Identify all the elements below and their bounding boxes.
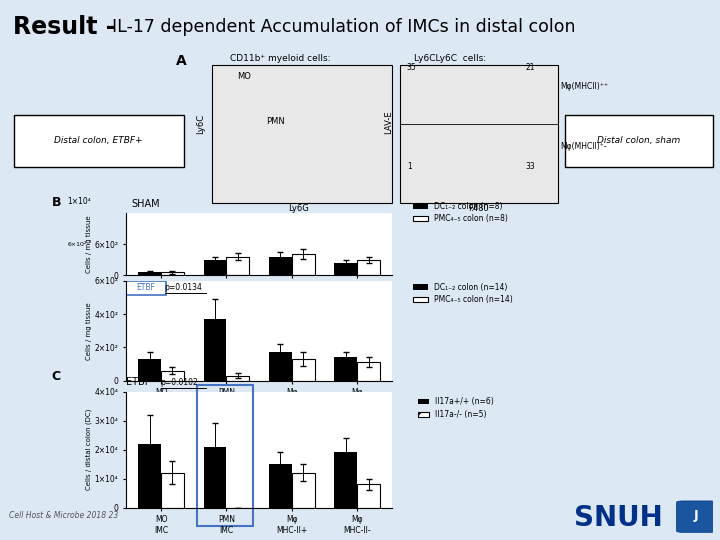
Bar <box>138 272 161 275</box>
Bar <box>227 376 249 381</box>
Y-axis label: Cells / mg tissue: Cells / mg tissue <box>86 215 91 273</box>
Bar <box>357 484 380 508</box>
Text: PMN: PMN <box>266 117 285 126</box>
Bar <box>292 254 315 275</box>
Text: B: B <box>51 196 61 209</box>
Bar <box>357 260 380 275</box>
Bar <box>138 359 161 381</box>
Y-axis label: Cells / mg tissue: Cells / mg tissue <box>86 302 91 360</box>
Text: 1×10⁴: 1×10⁴ <box>68 197 91 206</box>
Text: 1: 1 <box>407 162 412 171</box>
Text: J: J <box>694 509 698 522</box>
Text: p=0.0134: p=0.0134 <box>165 283 202 292</box>
FancyBboxPatch shape <box>677 501 716 532</box>
Text: Distal colon, sham: Distal colon, sham <box>597 136 680 145</box>
Text: Cell Host & Microbe 2018 23: Cell Host & Microbe 2018 23 <box>9 511 118 521</box>
FancyBboxPatch shape <box>14 114 184 167</box>
Legend: Il17a+/+ (n=6), Il17a-/- (n=5): Il17a+/+ (n=6), Il17a-/- (n=5) <box>415 394 498 422</box>
Text: 33: 33 <box>526 162 536 171</box>
Text: Distal colon, ETBF+: Distal colon, ETBF+ <box>55 136 143 145</box>
Bar <box>269 353 292 381</box>
Legend: DC₁₋₂ colon (n=14), PMC₄₋₅ colon (n=14): DC₁₋₂ colon (n=14), PMC₄₋₅ colon (n=14) <box>410 280 516 308</box>
Text: ETBF: ETBF <box>126 376 150 387</box>
Legend: DC₁₋₂ colon (n=8), PMC₄₋₅ colon (n=8): DC₁₋₂ colon (n=8), PMC₄₋₅ colon (n=8) <box>410 199 511 226</box>
Text: SNUH: SNUH <box>574 504 662 531</box>
Bar <box>227 256 249 275</box>
Text: F4̸80: F4̸80 <box>469 204 489 213</box>
Text: Mφ(MHCII)⁺-: Mφ(MHCII)⁺- <box>560 142 607 151</box>
Text: Ly6C: Ly6C <box>196 114 204 134</box>
Text: CD11b⁺ myeloid cells:: CD11b⁺ myeloid cells: <box>230 53 331 63</box>
Bar <box>292 473 315 508</box>
Bar <box>269 256 292 275</box>
Text: Result -: Result - <box>13 15 124 39</box>
FancyBboxPatch shape <box>565 114 713 167</box>
Text: IL-17 dependent Accumulation of IMCs in distal colon: IL-17 dependent Accumulation of IMCs in … <box>112 18 575 36</box>
Text: Mφ(MHCII)⁺⁺: Mφ(MHCII)⁺⁺ <box>560 82 608 91</box>
Text: Ly6CLy6C  cells:: Ly6CLy6C cells: <box>414 53 486 63</box>
Text: C: C <box>51 370 60 383</box>
Text: MO: MO <box>238 72 251 81</box>
Bar <box>335 453 357 508</box>
FancyBboxPatch shape <box>126 281 166 295</box>
Bar <box>204 260 227 275</box>
Text: Ly6G: Ly6G <box>289 204 309 213</box>
Text: A: A <box>176 53 187 68</box>
Bar <box>357 362 380 381</box>
Text: 35: 35 <box>407 63 417 72</box>
Bar <box>335 263 357 275</box>
Text: 6×10²: 6×10² <box>68 242 87 247</box>
Bar <box>269 464 292 508</box>
Bar <box>292 359 315 381</box>
Bar <box>138 444 161 508</box>
Bar <box>161 272 184 275</box>
FancyBboxPatch shape <box>400 392 571 440</box>
Text: LAV-E: LAV-E <box>384 111 393 134</box>
Text: ETBF: ETBF <box>137 283 156 292</box>
Text: SHAM: SHAM <box>131 199 160 209</box>
Bar <box>161 473 184 508</box>
Bar <box>204 447 227 508</box>
Bar <box>161 370 184 381</box>
Text: 21: 21 <box>526 63 535 72</box>
Bar <box>335 357 357 381</box>
Text: p=0.0102: p=0.0102 <box>161 377 199 387</box>
Bar <box>204 319 227 381</box>
Y-axis label: Cells / distal colon (DC): Cells / distal colon (DC) <box>85 409 91 490</box>
